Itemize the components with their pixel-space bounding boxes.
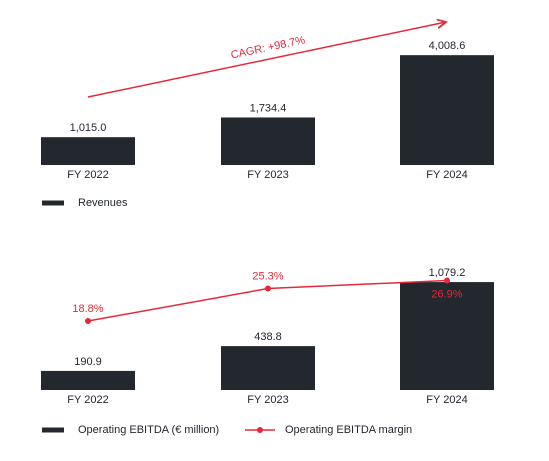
- legend-swatch: [42, 200, 64, 206]
- legend-swatch: [42, 427, 64, 433]
- bar-label: 4,008.6: [429, 40, 466, 52]
- margin-point: [444, 277, 450, 284]
- x-tick-label: FY 2024: [426, 394, 467, 406]
- bar-label: 1,079.2: [429, 267, 466, 279]
- x-tick-label: FY 2022: [67, 394, 108, 406]
- bar: [221, 117, 315, 165]
- bar-label: 1,734.4: [250, 102, 287, 114]
- cagr-arrow: [87, 22, 446, 98]
- margin-label: 26.9%: [431, 288, 462, 300]
- bar: [41, 370, 135, 390]
- bar-label: 1,015.0: [70, 122, 107, 134]
- x-tick-label: FY 2024: [426, 169, 467, 181]
- x-tick-label: FY 2023: [247, 394, 288, 406]
- bar: [400, 55, 494, 165]
- margin-label: 25.3%: [252, 270, 283, 282]
- margin-point: [85, 318, 91, 324]
- legend-label: Revenues: [78, 197, 128, 209]
- x-tick-label: FY 2023: [247, 169, 288, 181]
- x-tick-label: FY 2022: [67, 169, 108, 181]
- margin-point: [265, 285, 271, 292]
- bar-label: 190.9: [74, 356, 102, 368]
- legend-label: Operating EBITDA (€ million): [78, 424, 219, 436]
- bar: [400, 282, 494, 390]
- bar: [221, 346, 315, 390]
- bar-label: 438.8: [254, 331, 282, 343]
- legend-label: Operating EBITDA margin: [285, 424, 412, 436]
- legend-marker: [257, 427, 263, 433]
- bar: [41, 137, 135, 165]
- margin-label: 18.8%: [72, 303, 103, 315]
- cagr-label: CAGR: +98.7%: [230, 34, 307, 61]
